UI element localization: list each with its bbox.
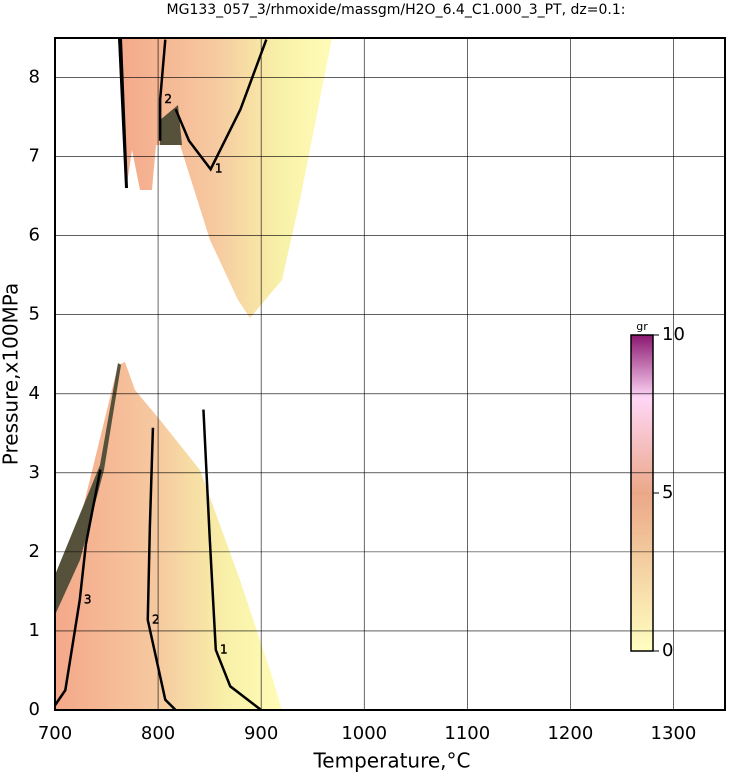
contour-label: 3	[84, 593, 92, 607]
x-tick-label: 1000	[341, 723, 387, 744]
contour-label: 2	[164, 92, 172, 106]
y-tick-label: 8	[29, 67, 40, 88]
chart-title: MG133_057_3/rhmoxide/massgm/H2O_6.4_C1.0…	[167, 2, 626, 18]
x-axis-label: Temperature,°C	[312, 749, 470, 773]
colorbar-tick-label: 10	[662, 324, 685, 345]
y-tick-label: 6	[29, 225, 40, 246]
colorbar-tick-label: 0	[662, 640, 673, 661]
x-tick-label: 1100	[444, 723, 490, 744]
contour-label: 1	[215, 162, 223, 176]
region-upper-dark	[160, 105, 182, 145]
region-upper	[118, 38, 332, 318]
x-tick-label: 900	[244, 723, 278, 744]
contour-line	[146, 427, 177, 711]
colorbar	[630, 334, 654, 652]
x-tick-label: 1300	[651, 723, 697, 744]
y-tick-label: 3	[29, 462, 40, 483]
y-tick-label: 2	[29, 541, 40, 562]
contour-label: 2	[152, 612, 160, 626]
y-tick-label: 1	[29, 620, 40, 641]
y-axis-label: Pressure,x100MPa	[0, 283, 23, 465]
contour-line	[174, 39, 268, 172]
x-tick-label: 1200	[547, 723, 593, 744]
contour-label: 1	[220, 642, 228, 656]
contour-line	[202, 409, 262, 711]
y-tick-label: 7	[29, 146, 40, 167]
colorbar-tick-label: 5	[662, 482, 673, 503]
x-tick-label: 800	[141, 723, 175, 744]
y-tick-label: 4	[29, 383, 40, 404]
y-tick-label: 5	[29, 304, 40, 325]
region-upper-edge	[118, 38, 128, 188]
contour-line	[158, 39, 167, 141]
filled-regions	[55, 38, 332, 710]
contour-line	[53, 469, 102, 706]
y-tick-label: 0	[29, 699, 40, 720]
colorbar-label: gr	[636, 320, 648, 333]
x-tick-label: 700	[38, 723, 72, 744]
region-lower	[55, 362, 282, 710]
